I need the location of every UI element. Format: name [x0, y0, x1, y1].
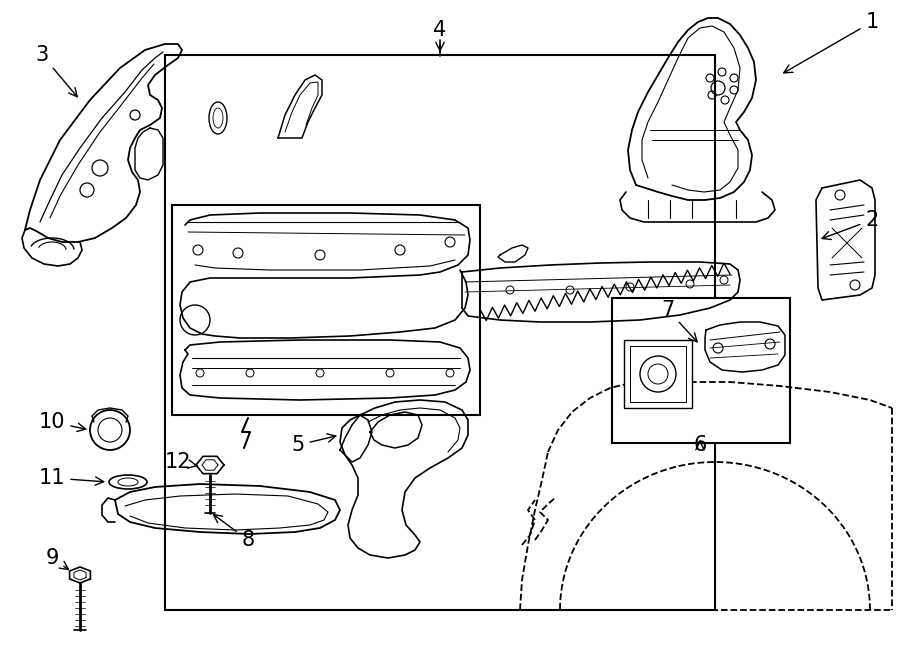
Text: 2: 2 [822, 210, 878, 239]
Text: 6: 6 [693, 435, 706, 455]
Bar [624, 340, 692, 408]
Bar [630, 346, 686, 402]
Text: 7: 7 [662, 300, 698, 342]
Text: 8: 8 [213, 514, 255, 550]
Text: 10: 10 [39, 412, 86, 432]
Ellipse shape [209, 102, 227, 134]
Text: 3: 3 [35, 45, 77, 97]
Text: 12: 12 [165, 452, 197, 472]
Text: 1: 1 [784, 12, 878, 73]
Ellipse shape [109, 475, 147, 489]
Bar [165, 55, 715, 610]
Text: 9: 9 [45, 548, 68, 570]
Text: 4: 4 [434, 20, 446, 51]
Ellipse shape [118, 478, 138, 486]
Bar [172, 205, 480, 415]
Text: 11: 11 [39, 468, 104, 488]
Ellipse shape [213, 108, 223, 128]
Text: 5: 5 [292, 434, 336, 455]
Bar [612, 298, 790, 443]
